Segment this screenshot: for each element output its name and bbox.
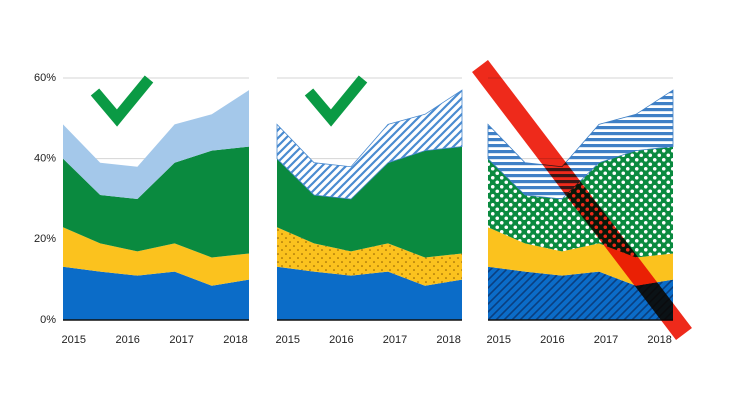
x-tick-label: 2015 (486, 334, 510, 346)
y-tick-label: 60% (34, 72, 56, 84)
check-mark (90, 75, 154, 127)
cross-out (472, 59, 692, 341)
check-mark (304, 75, 368, 127)
y-tick-label: 0% (40, 314, 56, 326)
area (63, 266, 249, 320)
area (63, 90, 249, 199)
x-tick-label: 2015 (62, 334, 86, 346)
x-tick-label: 2016 (329, 334, 353, 346)
area (277, 146, 462, 258)
area (276, 89, 463, 200)
x-tick-label: 2018 (647, 334, 671, 346)
area (277, 266, 462, 320)
x-tick-label: 2016 (115, 334, 139, 346)
y-tick-label: 20% (34, 233, 56, 245)
area (277, 227, 462, 286)
x-tick-label: 2016 (540, 334, 564, 346)
x-tick-label: 2017 (594, 334, 618, 346)
area (63, 227, 249, 286)
area (488, 266, 673, 320)
x-tick-label: 2018 (223, 334, 247, 346)
y-tick-label: 40% (34, 153, 56, 165)
area (63, 146, 249, 258)
x-tick-label: 2015 (275, 334, 299, 346)
x-tick-label: 2017 (169, 334, 193, 346)
x-tick-label: 2017 (383, 334, 407, 346)
x-tick-label: 2018 (436, 334, 460, 346)
